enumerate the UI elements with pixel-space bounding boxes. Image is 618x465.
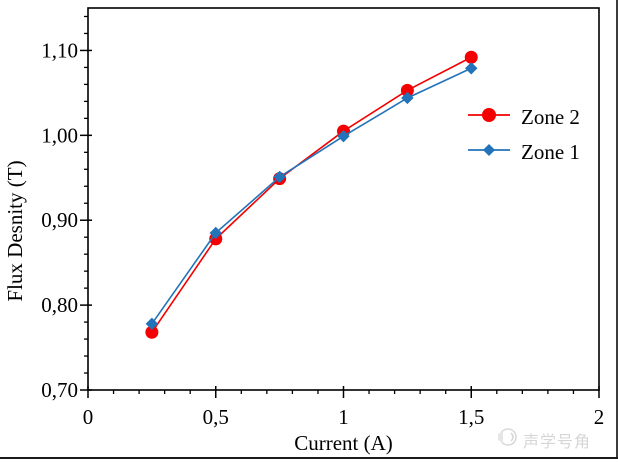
y-tick-label: 0,80 bbox=[41, 293, 78, 317]
image-bottom-divider bbox=[0, 457, 618, 459]
data-point-diamond bbox=[465, 62, 478, 75]
x-tick-label: 2 bbox=[594, 405, 605, 429]
x-tick-label: 0,5 bbox=[203, 405, 229, 429]
image-right-border bbox=[616, 0, 618, 459]
data-point-circle bbox=[464, 50, 478, 64]
data-point-diamond bbox=[209, 226, 222, 240]
y-axis-title: Flux Desnity (T) bbox=[3, 160, 27, 301]
x-tick-label: 1 bbox=[338, 405, 349, 429]
y-tick-label: 1,10 bbox=[41, 38, 78, 62]
horn-logo-icon bbox=[495, 426, 519, 453]
legend-marker-zone-2-icon bbox=[466, 101, 512, 134]
legend-label-zone-1: Zone 1 bbox=[521, 139, 580, 164]
data-point-circle bbox=[145, 325, 159, 339]
series-line-zone-1 bbox=[151, 67, 472, 325]
legend-marker-zone-1-icon bbox=[466, 136, 512, 169]
x-tick-label: 1,5 bbox=[458, 405, 484, 429]
y-tick-label: 1,00 bbox=[41, 123, 78, 147]
series-line-zone-2 bbox=[151, 56, 472, 333]
chart-legend: Zone 2 Zone 1 bbox=[466, 103, 580, 166]
y-tick-label: 0,90 bbox=[41, 208, 78, 232]
watermark: 声学号角 bbox=[495, 426, 591, 453]
data-point-diamond bbox=[401, 91, 414, 105]
data-point-diamond bbox=[145, 317, 159, 330]
y-tick-label: 0,70 bbox=[41, 378, 78, 402]
x-tick-label: 0 bbox=[83, 405, 94, 429]
data-point-diamond bbox=[273, 170, 286, 184]
watermark-text: 声学号角 bbox=[523, 431, 592, 451]
data-point-circle bbox=[400, 83, 414, 97]
legend-item-zone-2: Zone 2 bbox=[466, 103, 580, 131]
legend-label-zone-2: Zone 2 bbox=[521, 104, 580, 129]
x-axis-title: Current (A) bbox=[294, 431, 393, 455]
plot-frame bbox=[87, 7, 600, 391]
data-point-diamond bbox=[337, 129, 350, 143]
legend-item-zone-1: Zone 1 bbox=[466, 138, 580, 166]
